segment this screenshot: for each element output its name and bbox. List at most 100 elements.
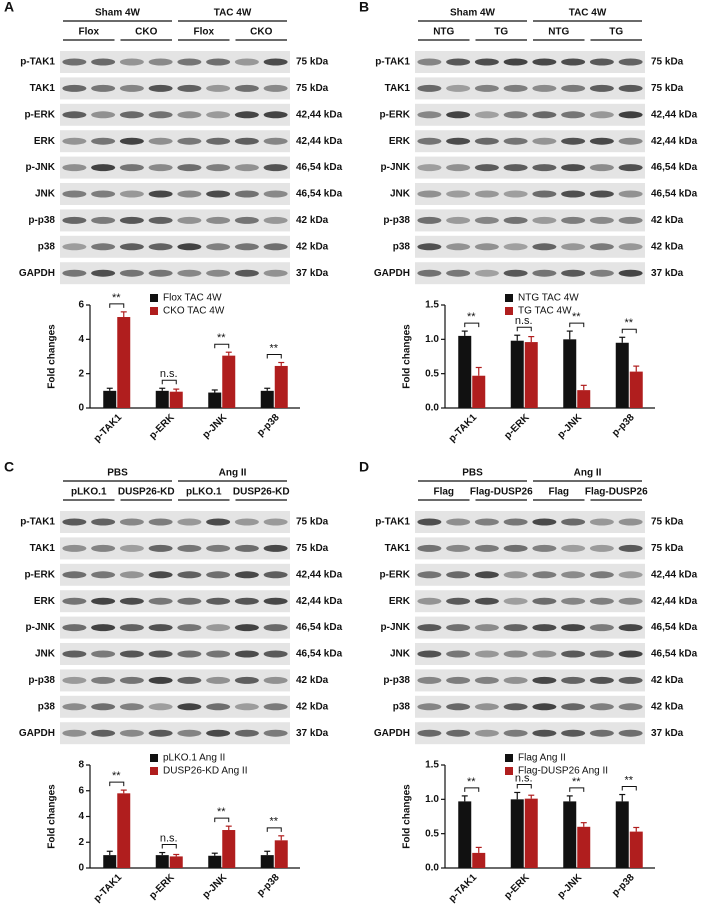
blot-band <box>234 111 259 119</box>
bar <box>510 340 524 408</box>
blot-band <box>119 729 144 737</box>
blot-band <box>148 624 173 632</box>
blot-band <box>263 243 288 251</box>
blot-band <box>589 58 614 66</box>
size-label: 46,54 kDa <box>296 162 343 173</box>
blot-strip <box>60 51 290 73</box>
legend-swatch <box>150 294 158 302</box>
blot-band <box>446 597 471 605</box>
blot-strip <box>415 590 645 613</box>
blot-band <box>474 650 499 658</box>
blot-band <box>561 518 586 526</box>
sub-label: Flag <box>548 487 569 498</box>
blot-band <box>206 597 231 605</box>
blot-strip <box>60 183 290 205</box>
blot-band <box>234 269 259 277</box>
protein-label: JNK <box>390 189 411 200</box>
significance-label: ** <box>624 317 633 329</box>
sub-label: CKO <box>250 27 272 38</box>
blot-strip <box>415 669 645 692</box>
blot-band <box>417 164 442 172</box>
legend-label: CKO TAC 4W <box>163 306 225 317</box>
blot-band <box>417 624 442 632</box>
significance-bracket <box>516 783 532 789</box>
bar <box>615 801 629 868</box>
significance-bracket <box>621 328 637 334</box>
blot-band <box>62 597 87 605</box>
sub-label: pLKO.1 <box>71 487 107 498</box>
blot-band <box>618 269 643 277</box>
x-tick-label: p-p38 <box>255 412 282 439</box>
sub-label: NTG <box>548 27 569 38</box>
blot-band <box>62 518 87 526</box>
blot-band <box>234 729 259 737</box>
significance-bracket <box>161 844 177 849</box>
blot-band <box>474 703 499 711</box>
blot-band <box>62 164 87 172</box>
blot-band <box>148 729 173 737</box>
blot-band <box>263 624 288 632</box>
legend-label: Flag Ang II <box>518 753 566 764</box>
blot-strip <box>415 77 645 100</box>
blot-band <box>446 164 471 172</box>
blot-band <box>474 190 499 198</box>
significance-label: ** <box>112 292 121 304</box>
blot-band <box>618 111 643 119</box>
blot-band <box>474 111 499 119</box>
size-label: 46,54 kDa <box>296 649 343 660</box>
blot-band <box>206 571 231 579</box>
blot-band <box>474 729 499 737</box>
blot-band <box>503 190 528 198</box>
blot-band <box>474 597 499 605</box>
blot-band <box>62 571 87 579</box>
blot-band <box>417 597 442 605</box>
blot-band <box>589 729 614 737</box>
blot-band <box>263 216 288 224</box>
blot-band <box>417 84 442 92</box>
blot-band <box>119 676 144 684</box>
blot-band <box>532 597 557 605</box>
blot-band <box>503 216 528 224</box>
blot-band <box>119 269 144 277</box>
size-label: 42,44 kDa <box>296 109 343 120</box>
bar <box>524 342 538 408</box>
protein-label: p-TAK1 <box>375 517 410 528</box>
blot-band <box>561 216 586 224</box>
protein-label: p-JNK <box>26 162 56 173</box>
blot-band <box>234 216 259 224</box>
blot-band <box>91 269 116 277</box>
protein-label: p-TAK1 <box>20 57 55 68</box>
x-tick-label: p-p38 <box>255 872 282 899</box>
size-label: 42 kDa <box>296 675 329 686</box>
significance-label: ** <box>112 770 121 782</box>
blot-band <box>234 190 259 198</box>
protein-label: JNK <box>35 189 56 200</box>
size-label: 75 kDa <box>296 83 329 94</box>
significance-label: ** <box>217 332 226 344</box>
blot-band <box>148 518 173 526</box>
size-label: 42 kDa <box>651 701 684 712</box>
x-tick-label: p-TAK1 <box>92 412 125 445</box>
blot-band <box>503 544 528 552</box>
blot-band <box>589 571 614 579</box>
x-tick-label: p-p38 <box>610 412 637 439</box>
blot-band <box>474 84 499 92</box>
blot-band <box>62 243 87 251</box>
blot-band <box>532 58 557 66</box>
blot-strip <box>60 156 290 179</box>
blot-strip <box>60 563 290 586</box>
blot-band <box>561 571 586 579</box>
blot-band <box>263 269 288 277</box>
blot-band <box>148 190 173 198</box>
blot-band <box>503 729 528 737</box>
blot-band <box>417 190 442 198</box>
protein-label: GAPDH <box>374 728 410 739</box>
blot-band <box>417 571 442 579</box>
blot-band <box>618 729 643 737</box>
blot-band <box>474 164 499 172</box>
blot-band <box>234 676 259 684</box>
blot-band <box>503 164 528 172</box>
significance-bracket <box>464 787 480 792</box>
sub-label: Flag <box>433 487 454 498</box>
blot-band <box>206 518 231 526</box>
